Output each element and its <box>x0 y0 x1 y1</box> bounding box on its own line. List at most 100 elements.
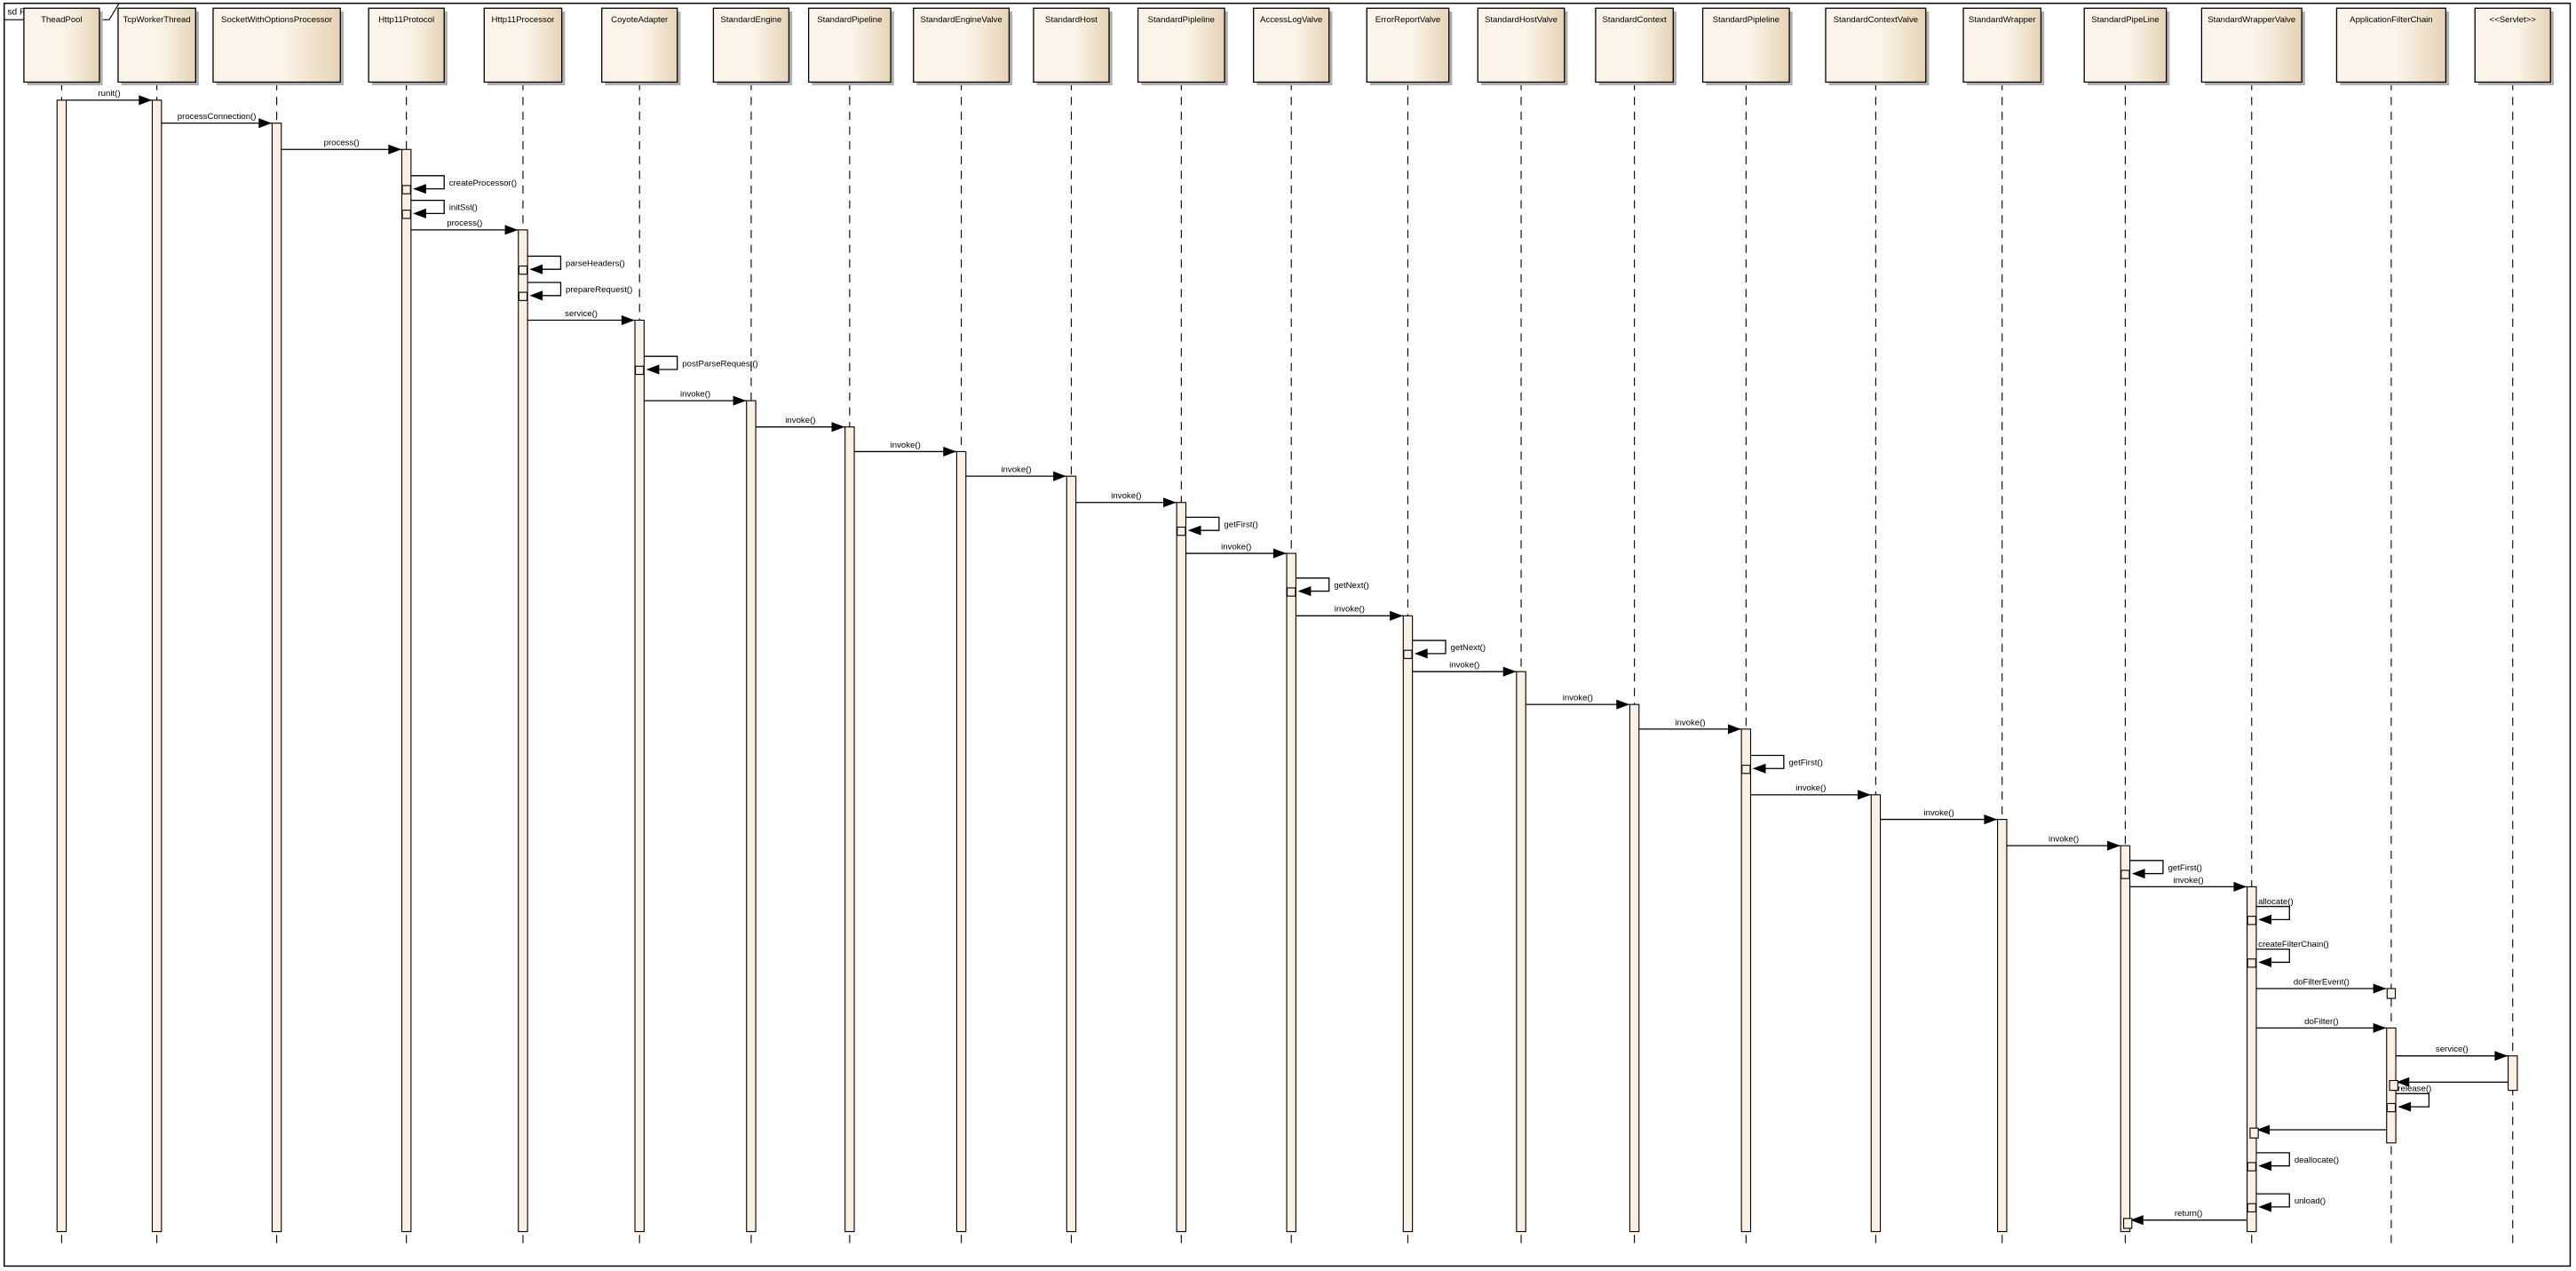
lifeline[interactable]: StandardEngine <box>712 7 793 1249</box>
self-message[interactable]: getNext() <box>1403 639 1486 659</box>
lifeline-box[interactable] <box>2200 7 2303 83</box>
lifeline[interactable]: StandardContextValve <box>1825 7 1930 1249</box>
lifeline-box[interactable] <box>1595 7 1674 83</box>
self-message[interactable]: deallocate() <box>2247 1152 2339 1172</box>
lifeline[interactable]: StandardWrapperValve <box>2200 7 2305 1249</box>
lifeline[interactable]: StandardPipeline <box>807 7 894 1249</box>
lifeline-box[interactable] <box>1253 7 1330 83</box>
return-message[interactable] <box>2389 1076 2509 1092</box>
message[interactable]: invoke() <box>854 441 957 457</box>
lifeline[interactable]: StandardHost <box>1033 7 1113 1249</box>
lifeline-box[interactable] <box>1033 7 1110 83</box>
message[interactable]: invoke() <box>756 416 845 433</box>
lifeline-box[interactable] <box>23 7 100 83</box>
message[interactable]: processConnection() <box>162 112 273 129</box>
arrow-head-icon <box>1858 790 1871 800</box>
lifeline[interactable]: StandardWrapper <box>1962 7 2045 1249</box>
lifeline-box[interactable] <box>368 7 445 83</box>
self-message[interactable]: prepareRequest() <box>518 282 632 301</box>
message-label: invoke() <box>1221 542 1251 552</box>
lifeline-box[interactable] <box>212 7 341 83</box>
lifeline[interactable]: StandardContext <box>1595 7 1676 1249</box>
activation-box <box>2120 870 2130 879</box>
arrow-head-icon <box>529 264 543 274</box>
message-label: invoke() <box>680 389 710 399</box>
self-message[interactable]: getNext() <box>1287 577 1369 597</box>
lifeline-box[interactable] <box>712 7 790 83</box>
activation-box <box>2249 1127 2259 1139</box>
lifeline[interactable]: StandardPipeLine <box>2083 7 2170 1249</box>
message[interactable]: process() <box>411 218 519 235</box>
self-message[interactable]: unload() <box>2247 1193 2326 1212</box>
lifeline[interactable]: SocketWithOptionsProcessor <box>212 7 344 1249</box>
message[interactable]: doFilterEvent() <box>2256 977 2397 999</box>
lifeline-box[interactable] <box>601 7 678 83</box>
message[interactable]: invoke() <box>2129 876 2247 892</box>
lifeline-box[interactable] <box>1962 7 2042 83</box>
arrow-head-icon <box>646 364 660 375</box>
lifeline[interactable]: StandardEngineValve <box>913 7 1013 1249</box>
lifeline-box[interactable] <box>2083 7 2168 83</box>
self-message[interactable]: postParseRequest() <box>635 355 758 376</box>
lifeline[interactable]: <<Servlet>> <box>2474 7 2554 1249</box>
message[interactable]: process() <box>281 139 402 155</box>
self-message[interactable]: parseHeaders() <box>518 255 625 275</box>
self-message[interactable]: allocate() <box>2247 897 2294 925</box>
lifeline[interactable]: Http11Protocol <box>368 7 448 1249</box>
lifeline-box[interactable] <box>1366 7 1450 83</box>
message[interactable]: service() <box>2396 1045 2509 1061</box>
activation-box <box>518 291 528 301</box>
arrow-head-icon <box>2373 1022 2387 1033</box>
lifeline[interactable]: ApplicationFilterChain <box>2335 7 2450 1249</box>
activation-bar <box>400 148 412 1233</box>
message[interactable]: invoke() <box>1880 808 1998 825</box>
message[interactable]: invoke() <box>2007 835 2120 851</box>
message-label: doFilterEvent() <box>2294 977 2350 987</box>
message[interactable]: invoke() <box>1185 542 1287 559</box>
activation-box <box>2389 1079 2398 1092</box>
message-line <box>1413 639 1447 655</box>
lifeline-box[interactable] <box>2335 7 2447 83</box>
message-label: invoke() <box>1449 661 1479 671</box>
message-line <box>1750 754 1785 769</box>
message[interactable]: invoke() <box>966 465 1066 481</box>
message[interactable]: invoke() <box>1075 491 1177 508</box>
message-line <box>527 255 562 270</box>
message[interactable]: return() <box>2123 1209 2247 1229</box>
lifeline-box[interactable] <box>2474 7 2551 83</box>
message-label: getFirst() <box>2168 863 2201 873</box>
arrow-head-icon <box>2396 1076 2410 1087</box>
self-message[interactable]: release() <box>2386 1084 2431 1113</box>
message[interactable]: invoke() <box>1750 783 1871 800</box>
message-line <box>2256 1193 2290 1208</box>
message[interactable]: invoke() <box>1526 694 1630 710</box>
lifeline-box[interactable] <box>1825 7 1927 83</box>
lifeline-box[interactable] <box>1137 7 1225 83</box>
message[interactable]: runit() <box>66 89 153 106</box>
lifeline-box[interactable] <box>807 7 892 83</box>
lifeline-box[interactable] <box>1701 7 1790 83</box>
lifeline[interactable]: StandardHostValve <box>1477 7 1568 1249</box>
message[interactable]: invoke() <box>1296 605 1403 621</box>
return-message[interactable] <box>2249 1124 2387 1139</box>
lifeline[interactable]: StandardPipleline <box>1137 7 1228 1249</box>
self-message[interactable]: createProcessor() <box>401 175 517 195</box>
activation-bar <box>746 400 757 1233</box>
lifeline-box[interactable] <box>117 7 196 83</box>
lifeline-box[interactable] <box>1477 7 1565 83</box>
activation-box <box>1177 526 1186 536</box>
activation-bar <box>844 426 855 1233</box>
message[interactable]: invoke() <box>1639 718 1741 735</box>
self-message[interactable]: initSsl() <box>401 199 478 219</box>
self-message[interactable]: getFirst() <box>1177 516 1258 536</box>
lifeline-box[interactable] <box>913 7 1011 83</box>
message[interactable]: service() <box>527 309 635 326</box>
self-message[interactable]: getFirst() <box>1741 754 1823 775</box>
self-message[interactable]: getFirst() <box>2120 860 2202 879</box>
lifeline[interactable]: StandardPipleline <box>1701 7 1793 1249</box>
message[interactable]: invoke() <box>1413 661 1517 677</box>
lifeline-box[interactable] <box>483 7 563 83</box>
message[interactable]: doFilter() <box>2256 1017 2387 1033</box>
message[interactable]: invoke() <box>644 389 747 406</box>
self-message[interactable]: createFilterChain() <box>2247 940 2329 968</box>
